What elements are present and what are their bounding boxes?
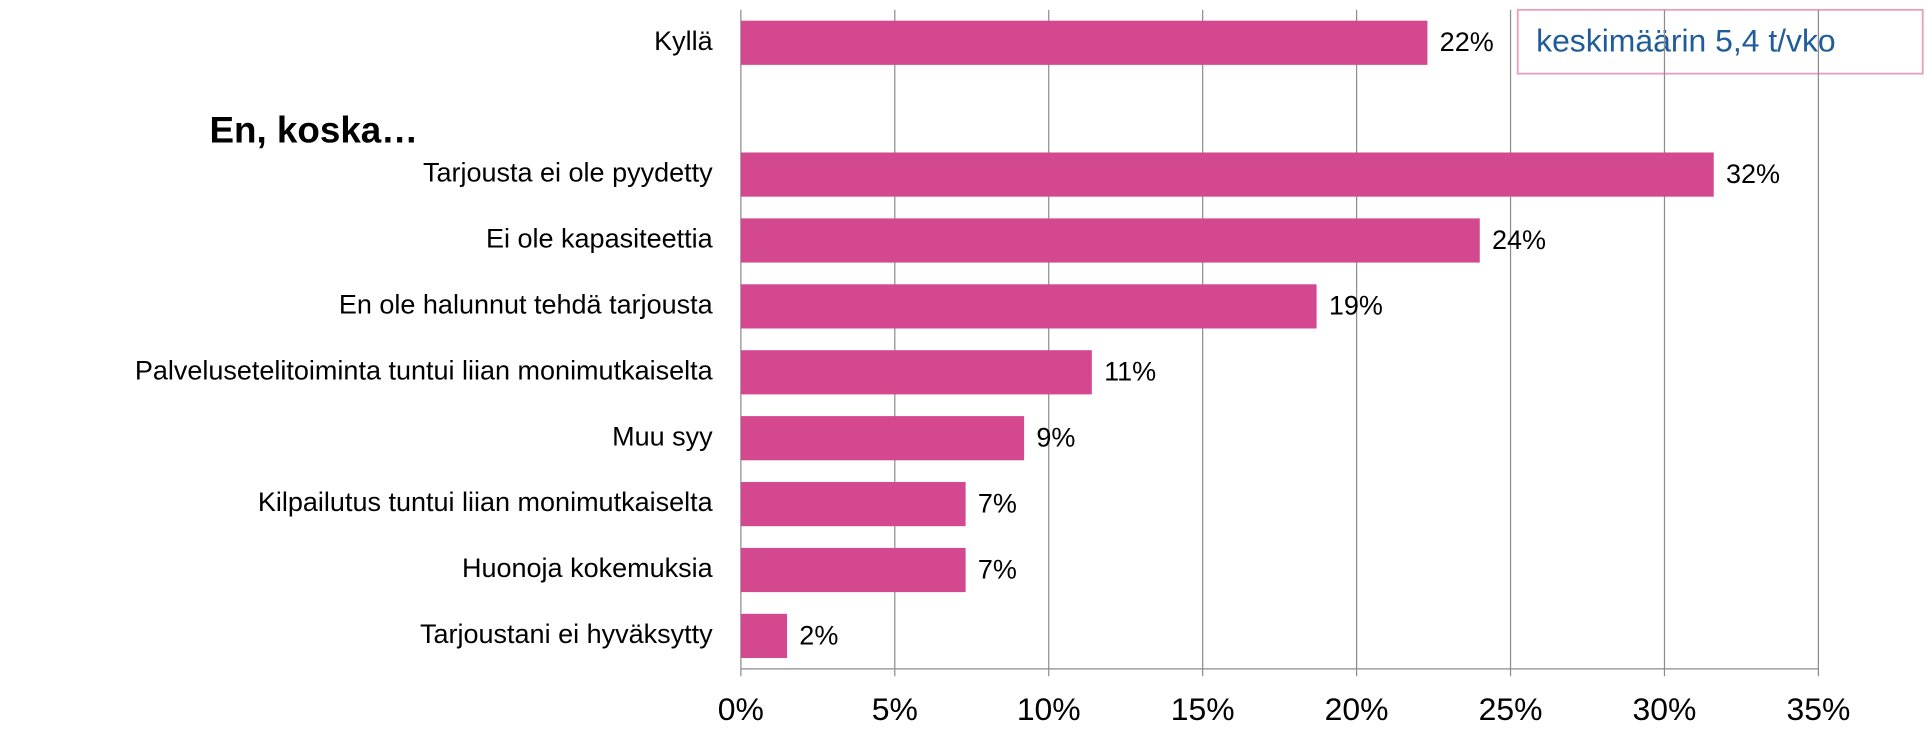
bar xyxy=(740,284,1317,329)
annotation: keskimäärin 5,4 t/vko xyxy=(1536,22,1836,58)
value-label: 32% xyxy=(1726,159,1780,189)
value-label: 24% xyxy=(1492,225,1546,255)
x-tick-label: 20% xyxy=(1325,691,1389,727)
y-tick-label: Tarjousta ei ole pyydetty xyxy=(423,158,713,188)
y-tick-label: Kyllä xyxy=(654,26,714,56)
x-tick-label: 10% xyxy=(1017,691,1081,727)
value-label: 9% xyxy=(1036,423,1075,453)
value-label: 22% xyxy=(1440,27,1494,57)
bar xyxy=(740,20,1428,65)
value-label: 2% xyxy=(799,620,838,650)
y-tick-label: Huonoja kokemuksia xyxy=(462,553,714,583)
bar xyxy=(740,218,1480,263)
x-tick-label: 15% xyxy=(1171,691,1235,727)
x-tick-label: 25% xyxy=(1479,691,1543,727)
value-label: 7% xyxy=(978,488,1017,518)
y-tick-label: Tarjoustani ei hyväksytty xyxy=(420,619,713,649)
y-tick-label: Muu syy xyxy=(612,421,713,451)
y-tick-label: Palvelusetelitoiminta tuntui liian monim… xyxy=(135,355,714,385)
value-label: 11% xyxy=(1104,357,1156,387)
y-tick-label: Ei ole kapasiteettia xyxy=(486,224,714,254)
bar xyxy=(740,613,788,659)
bar xyxy=(740,350,1092,395)
y-tick-label: Kilpailutus tuntui liian monimutkaiselta xyxy=(258,487,714,517)
annotation-box xyxy=(1516,8,1924,75)
group-label: En, koska… xyxy=(209,109,418,150)
value-label: 19% xyxy=(1329,291,1383,321)
bar xyxy=(740,152,1714,197)
x-tick-label: 35% xyxy=(1786,691,1850,727)
x-tick-label: 0% xyxy=(718,691,764,727)
y-tick-label: En ole halunnut tehdä tarjousta xyxy=(339,290,714,320)
bar xyxy=(740,416,1025,461)
x-tick-label: 30% xyxy=(1633,691,1697,727)
bar xyxy=(740,482,966,527)
value-label: 7% xyxy=(978,554,1017,584)
bar xyxy=(740,547,966,593)
x-tick-label: 5% xyxy=(872,691,918,727)
